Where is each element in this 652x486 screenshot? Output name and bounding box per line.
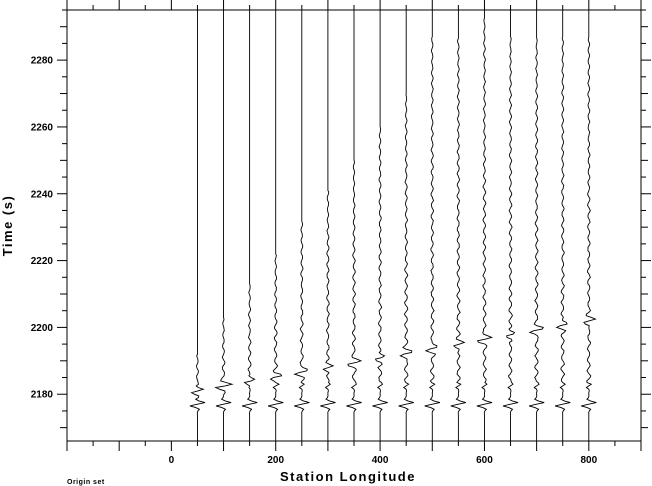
x-tick-label: 800 bbox=[580, 455, 597, 466]
waveform-traces bbox=[189, 10, 597, 441]
trace-station-250 bbox=[293, 10, 310, 441]
trace-station-650 bbox=[502, 10, 519, 441]
trace-station-400 bbox=[372, 10, 388, 441]
trace-station-150 bbox=[241, 10, 258, 441]
x-tick-label: 600 bbox=[476, 455, 493, 466]
trace-station-800 bbox=[581, 10, 597, 441]
y-tick-label: 2180 bbox=[31, 390, 54, 401]
y-tick-label: 2280 bbox=[31, 56, 54, 67]
y-tick-label: 2200 bbox=[31, 323, 54, 334]
trace-station-600 bbox=[476, 10, 494, 441]
x-tick-label: 200 bbox=[267, 455, 284, 466]
x-tick-label: 400 bbox=[372, 455, 389, 466]
trace-station-300 bbox=[320, 10, 336, 441]
trace-station-500 bbox=[424, 10, 441, 441]
y-axis-title: Time (s) bbox=[0, 195, 15, 257]
x-tick-label: 0 bbox=[169, 455, 175, 466]
trace-station-50 bbox=[189, 10, 206, 441]
trace-station-100 bbox=[214, 10, 234, 441]
y-tick-label: 2260 bbox=[31, 122, 54, 133]
trace-station-700 bbox=[528, 10, 545, 441]
x-axis-title: Station Longitude bbox=[280, 469, 416, 484]
trace-station-350 bbox=[346, 10, 363, 441]
trace-station-550 bbox=[450, 10, 467, 441]
x-axis-ticks: 0 200 400 600 800 bbox=[66, 0, 642, 466]
trace-station-200 bbox=[267, 10, 284, 441]
y-tick-label: 2220 bbox=[31, 256, 54, 267]
y-axis-ticks: 2180 2200 2220 2240 2260 2280 bbox=[31, 9, 651, 429]
trace-station-450 bbox=[398, 10, 414, 441]
y-tick-label: 2240 bbox=[31, 189, 54, 200]
trace-station-750 bbox=[554, 10, 571, 441]
footnote-label: Origin set bbox=[67, 479, 105, 486]
